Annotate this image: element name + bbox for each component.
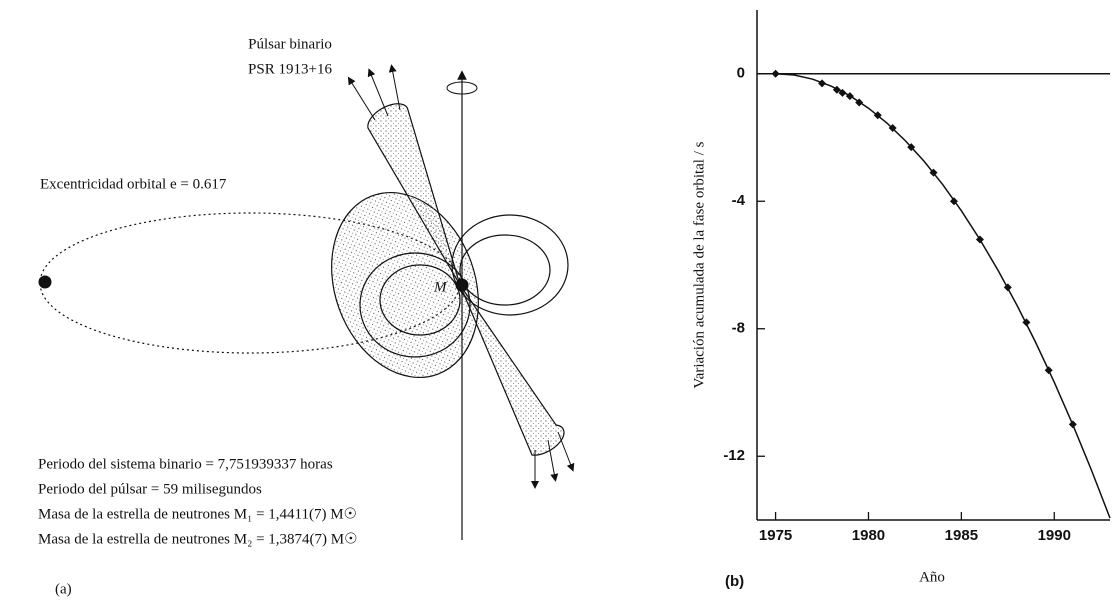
panel-label: (b): [725, 573, 744, 590]
y-tick-label: -12: [723, 447, 745, 464]
x-tick-label: 1975: [759, 527, 792, 544]
info-line: Periodo del sistema binario = 7,75193933…: [38, 456, 333, 472]
field-line: [359, 252, 471, 358]
info-line: Masa de la estrella de neutrones M₁ = 1,…: [38, 506, 357, 522]
x-tick-label: 1980: [852, 527, 885, 544]
pulsar: [455, 278, 469, 292]
rotation-arrow: [446, 81, 478, 95]
diagram-title: Púlsar binario: [248, 36, 332, 52]
x-tick-label: 1990: [1038, 527, 1071, 544]
field-line: [379, 264, 461, 336]
diagram: [38, 64, 575, 540]
beam-arrow: [547, 439, 559, 482]
field-line: [459, 234, 551, 306]
eccentricity: Excentricidad orbital e = 0.617: [40, 176, 227, 192]
y-tick-label: -8: [732, 320, 745, 337]
info-line: Periodo del púlsar = 59 milisegundos: [38, 481, 262, 497]
x-tick-label: 1985: [945, 527, 978, 544]
info-line: Masa de la estrella de neutrones M₂ = 1,…: [38, 531, 358, 547]
beam-arrow: [367, 68, 389, 117]
beam-arrow: [557, 431, 575, 472]
beam-arrow: [347, 76, 376, 121]
panel-label: (a): [55, 581, 72, 597]
beam-arrow: [388, 64, 401, 111]
y-tick-label: 0: [737, 65, 745, 82]
beam-upper: [367, 103, 461, 286]
curve: [775, 73, 1111, 519]
mass-label: M: [433, 279, 448, 295]
beam-lower: [459, 284, 565, 456]
companion-star: [38, 275, 52, 289]
orbit-lobe: [331, 191, 479, 379]
field-line: [451, 214, 569, 316]
y-tick-label: -4: [732, 192, 746, 209]
designation: PSR 1913+16: [248, 61, 332, 77]
x-axis-label: Año: [919, 569, 945, 585]
y-axis-label: Variación acumulada de la fase orbital /…: [691, 141, 707, 388]
